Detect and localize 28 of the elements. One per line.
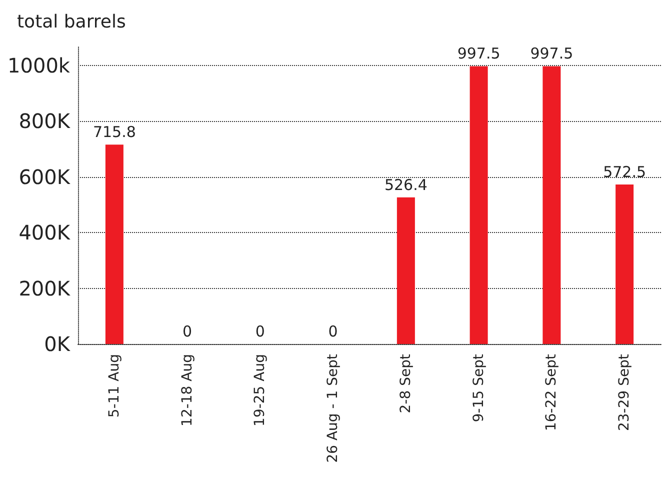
y-axis-title: total barrels — [17, 12, 126, 32]
data-label: 997.5 — [457, 44, 500, 63]
x-tick-label: 5-11 Aug — [106, 354, 122, 418]
bar — [542, 66, 561, 344]
y-tick-label: 600K — [18, 164, 71, 189]
x-tick-label: 26 Aug - 1 Sept — [325, 354, 342, 463]
data-label: 0 — [328, 322, 338, 340]
x-tick-label: 2-8 Sept — [398, 354, 414, 414]
y-tick-label: 800K — [18, 109, 71, 134]
x-tick-label: 19-25 Aug — [252, 354, 268, 426]
x-tick-label: 9-15 Sept — [470, 354, 487, 422]
x-tick-label: 16-22 Sept — [544, 354, 560, 432]
data-label: 0 — [255, 322, 265, 340]
bar — [470, 66, 488, 344]
y-tick-label: 1000k — [8, 53, 70, 78]
bar — [396, 197, 415, 344]
y-tick-label: 0K — [44, 332, 71, 356]
bar — [105, 144, 124, 344]
data-label: 572.5 — [603, 163, 646, 182]
data-label: 526.4 — [384, 176, 428, 194]
y-tick-label: 400K — [18, 220, 71, 245]
data-label: 0 — [182, 322, 192, 340]
data-label: 715.8 — [92, 123, 136, 142]
x-tick-label: 12-18 Aug — [179, 354, 196, 426]
x-tick-label: 23-29 Sept — [616, 354, 633, 432]
y-tick-label: 200K — [18, 276, 71, 300]
data-label: 997.5 — [530, 44, 574, 63]
bar — [616, 184, 634, 344]
